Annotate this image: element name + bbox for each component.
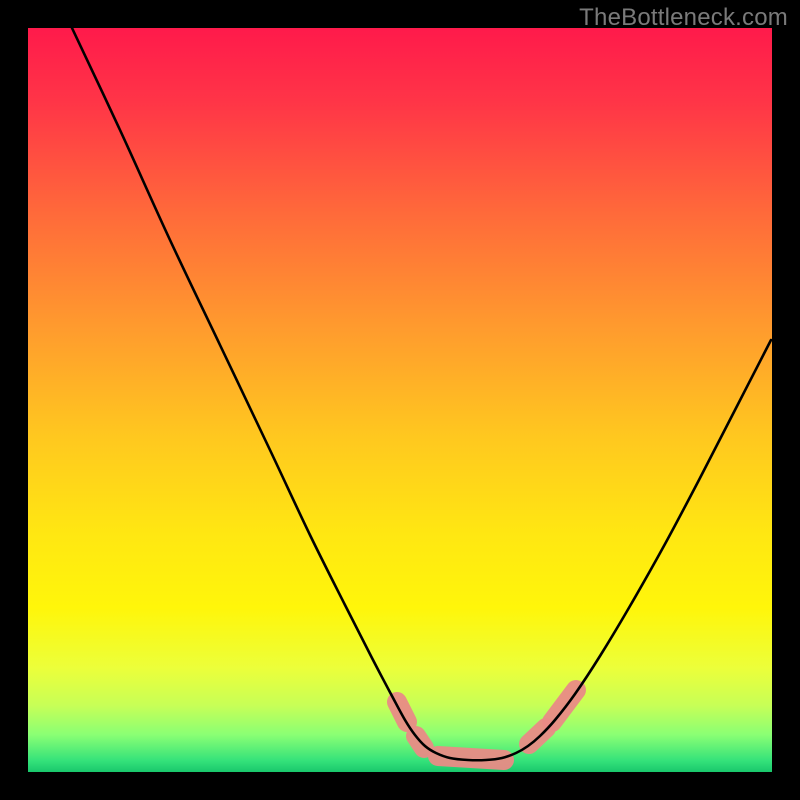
plot-background (28, 28, 772, 772)
chart-stage: TheBottleneck.com (0, 0, 800, 800)
highlight-capsule (529, 728, 546, 744)
bottleneck-chart-svg (0, 0, 800, 800)
